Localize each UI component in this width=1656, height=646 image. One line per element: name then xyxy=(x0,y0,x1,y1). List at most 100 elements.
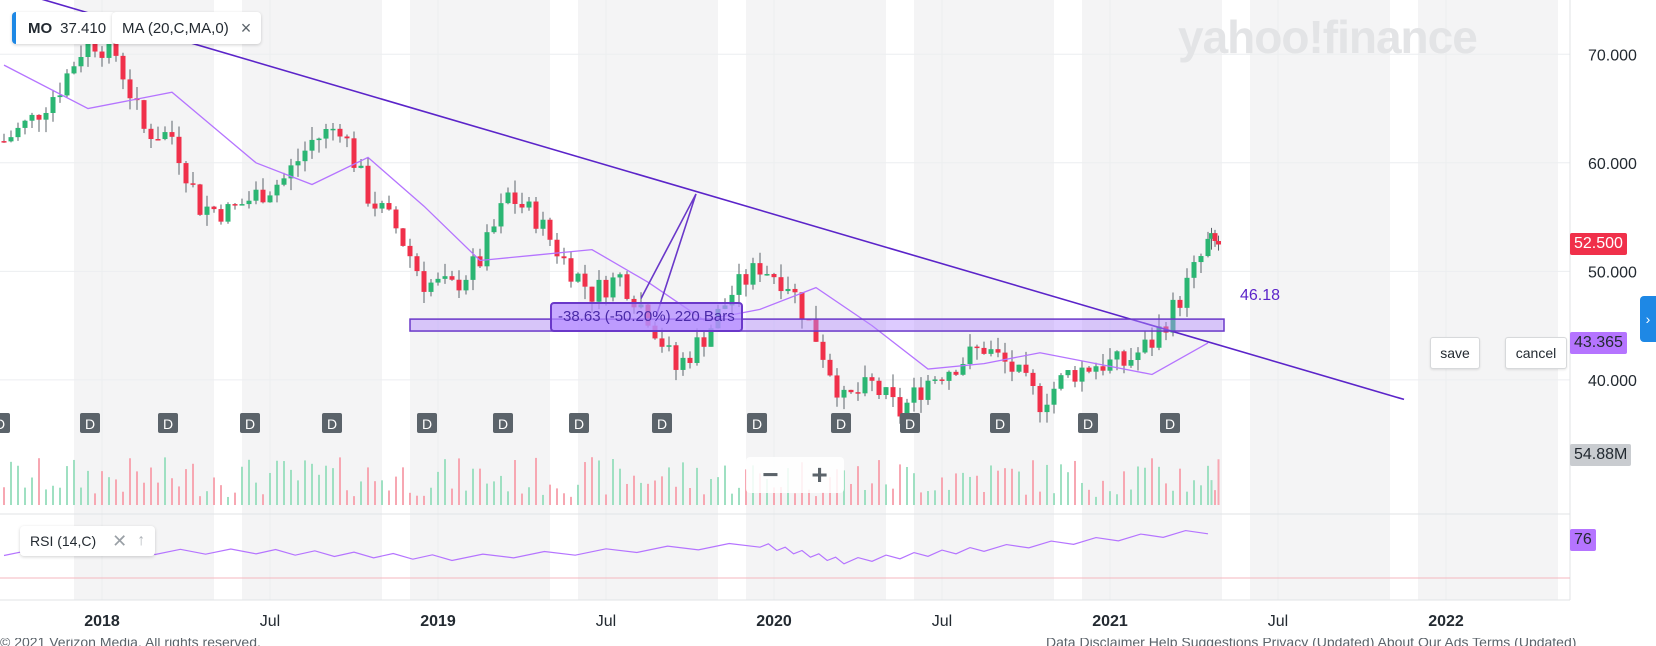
volume-bar xyxy=(94,493,96,505)
volume-bar xyxy=(850,483,852,505)
volume-bar xyxy=(997,470,999,505)
candle-body xyxy=(316,138,322,141)
volume-bar xyxy=(472,468,474,505)
volume-bar xyxy=(465,490,467,505)
y-tick-label: 70.000 xyxy=(1588,47,1637,64)
candle-body xyxy=(1142,339,1148,353)
volume-bar xyxy=(178,486,180,505)
candle-body xyxy=(176,136,182,164)
candle-body xyxy=(1100,366,1106,371)
save-button[interactable]: save xyxy=(1430,337,1480,369)
volume-bar xyxy=(479,468,481,505)
dividend-marker: D xyxy=(652,413,672,433)
volume-bar xyxy=(507,491,509,505)
volume-bar xyxy=(101,471,103,505)
zoom-out-button[interactable]: − xyxy=(762,459,779,490)
dividend-marker-box xyxy=(747,413,767,433)
candle-body xyxy=(701,337,707,347)
volume-bar xyxy=(444,459,446,505)
candle-body xyxy=(673,345,679,370)
month-band xyxy=(130,0,214,600)
volume-bar xyxy=(192,463,194,505)
month-bands xyxy=(74,0,1558,600)
candle-body xyxy=(1002,352,1008,362)
symbol-legend[interactable]: MO 37.410 xyxy=(12,12,117,44)
candle-body xyxy=(610,277,616,298)
rsi-legend[interactable]: RSI (14,C) ✕ ↑ xyxy=(20,526,156,556)
candle-body xyxy=(85,35,91,58)
candle-body xyxy=(1114,351,1120,360)
volume-bar xyxy=(108,477,110,505)
candle-body xyxy=(1030,372,1036,386)
zoom-controls[interactable]: − + xyxy=(746,457,844,493)
candle-body xyxy=(897,397,903,417)
volume-bar xyxy=(157,482,159,505)
candle-body xyxy=(729,294,735,306)
volume-bar xyxy=(1060,464,1062,505)
volume-bar xyxy=(339,457,341,505)
candle-body xyxy=(967,346,973,365)
volume-bar xyxy=(451,488,453,505)
candle-body xyxy=(155,139,161,141)
volume-bar xyxy=(381,480,383,505)
footer-links[interactable]: Data Disclaimer Help Suggestions Privacy… xyxy=(1046,638,1577,646)
candle-body xyxy=(1170,299,1176,333)
volume-bar xyxy=(808,489,810,505)
candle-body xyxy=(540,219,546,229)
volume-bar xyxy=(38,458,40,505)
volume-bar xyxy=(556,488,558,505)
side-panel-toggle[interactable]: › xyxy=(1640,296,1656,342)
candle-body xyxy=(1107,359,1113,371)
candle-body xyxy=(666,345,672,347)
volume-bar xyxy=(570,496,572,505)
close-icon[interactable]: × xyxy=(240,17,252,38)
volume-bar xyxy=(591,457,593,505)
volume-bar xyxy=(59,487,61,505)
dividend-marker: D xyxy=(240,413,260,433)
cancel-button[interactable]: cancel xyxy=(1505,337,1567,369)
dividend-marker-label: D xyxy=(1083,416,1093,432)
ma-legend[interactable]: MA (20,C,MA,0) × xyxy=(112,12,262,44)
move-up-icon[interactable]: ↑ xyxy=(137,532,146,549)
volume-bar xyxy=(633,475,635,505)
volume-bar xyxy=(374,481,376,505)
close-icon[interactable]: ✕ xyxy=(112,530,128,551)
volume-bar xyxy=(815,496,817,505)
volume-bar xyxy=(1179,468,1181,505)
candle-body xyxy=(995,349,1001,353)
candle-body xyxy=(960,364,966,375)
candle-body xyxy=(1023,364,1029,373)
volume-bar xyxy=(423,495,425,505)
candle-body xyxy=(1058,375,1064,389)
candle-body xyxy=(890,387,896,398)
candle-body xyxy=(323,128,329,139)
candle-body xyxy=(78,57,84,67)
month-band xyxy=(298,0,382,600)
volume-bar xyxy=(220,485,222,505)
candle-body xyxy=(1177,299,1183,308)
candle-body xyxy=(106,38,112,58)
candle-body xyxy=(876,380,882,396)
candle-body xyxy=(1184,277,1190,308)
candle-body xyxy=(792,288,798,293)
volume-bar xyxy=(45,489,47,505)
volume-bar xyxy=(136,471,138,505)
volume-bar xyxy=(3,487,5,505)
candle-body xyxy=(743,274,749,285)
volume-bar xyxy=(416,495,418,505)
candle-body xyxy=(351,138,357,168)
candle-body xyxy=(981,347,987,354)
candle-body xyxy=(190,183,196,185)
zoom-in-button[interactable]: + xyxy=(811,459,828,490)
candle-body xyxy=(1051,388,1057,405)
measure-label[interactable]: -38.63 (-50.20%) 220 Bars xyxy=(550,302,743,332)
candle-body xyxy=(267,195,273,203)
candle-body xyxy=(260,189,266,203)
candle-body xyxy=(687,357,693,363)
volume-bar xyxy=(1214,490,1216,505)
y-axis: 70.000 60.000 50.000 40.000 xyxy=(1588,47,1637,390)
volume-bar xyxy=(682,462,684,505)
volume-bar xyxy=(1130,489,1132,505)
